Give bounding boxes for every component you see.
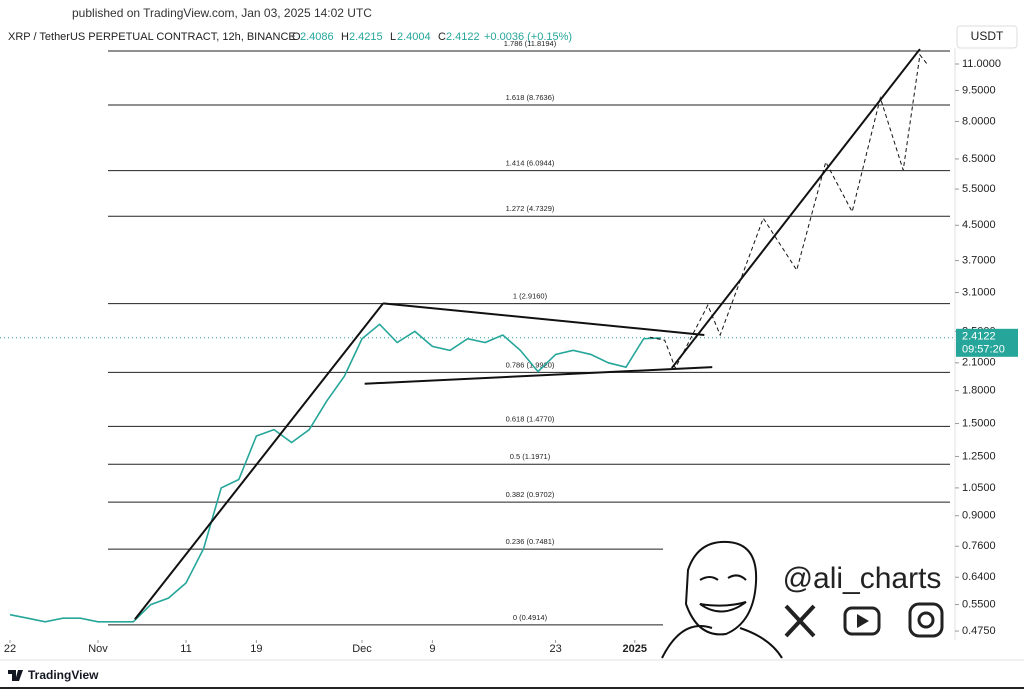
y-tick-label: 0.5500 <box>962 598 996 610</box>
y-tick-label: 1.8000 <box>962 385 996 397</box>
fib-label: 1.618 (8.7636) <box>506 93 555 102</box>
face-outline <box>684 540 758 636</box>
y-tick-label: 11.0000 <box>962 58 1001 70</box>
x-tick-label: 2025 <box>623 643 647 655</box>
y-tick-label: 9.5000 <box>962 84 996 96</box>
y-tick-label: 2.1000 <box>962 357 996 369</box>
y-tick-label: 0.9000 <box>962 510 996 522</box>
face <box>661 540 783 659</box>
x-icon <box>784 604 816 638</box>
y-tick-label: 6.5000 <box>962 153 996 165</box>
face-mouth <box>699 601 747 613</box>
trend-line <box>364 366 713 385</box>
trend-line <box>134 302 384 620</box>
handle: @ali_charts <box>783 562 942 595</box>
last-price: 2.4122 <box>962 331 996 343</box>
fib-label: 0 (0.4914) <box>513 613 548 622</box>
symbol: XRP / TetherUS PERPETUAL CONTRACT, 12h, … <box>8 31 296 43</box>
fib-label: 0.786 (1.9920) <box>506 360 555 369</box>
fib-label: 1.272 (4.7329) <box>506 204 555 213</box>
trend-line <box>670 48 921 369</box>
ohlc-value: 2.4086 <box>300 31 334 43</box>
instagram-lens <box>917 611 935 629</box>
x-tick-label: 9 <box>429 643 435 655</box>
fib-label: 0.382 (0.9702) <box>506 490 555 499</box>
currency: USDT <box>971 29 1004 43</box>
ohlc: O 2.4086 H 2.4215 L 2.4004 C 2.4122 +0.0… <box>292 31 572 43</box>
y-tick-label: 3.7000 <box>962 255 996 267</box>
ohlc-value: 2.4004 <box>397 31 431 43</box>
fib-label: 1.414 (6.0944) <box>506 159 555 168</box>
trend-line <box>383 302 705 337</box>
youtube-icon <box>843 606 881 636</box>
ohlc-label: C <box>438 31 446 43</box>
fib-label: 0.5 (1.1971) <box>510 452 551 461</box>
fib-label: 0.236 (0.7481) <box>506 537 555 546</box>
face-shoulders <box>661 625 783 659</box>
plot: 11.0000 9.5000 8.0000 6.5000 5.5000 4.5000 3.7… <box>0 39 1018 655</box>
fib-label: 1.786 (11.8194) <box>504 39 557 48</box>
face-eyes <box>699 574 747 581</box>
y-tick-label: 1.0500 <box>962 482 996 494</box>
instagram-icon <box>908 602 944 638</box>
fib-label: 1 (2.9160) <box>513 292 548 301</box>
x-tick-label: Nov <box>88 643 108 655</box>
last-price-tag <box>956 328 1018 357</box>
y-tick-label: 4.5000 <box>962 219 996 231</box>
ohlc-label: L <box>390 31 396 43</box>
y-tick-label: 0.6400 <box>962 571 996 583</box>
x-tick-label: 22 <box>4 643 16 655</box>
watermark: @ali_charts <box>661 540 944 659</box>
price-line <box>9 323 662 623</box>
x-tick-label: 19 <box>250 643 262 655</box>
ohlc-value: 2.4215 <box>349 31 383 43</box>
x-tick-label: 11 <box>180 643 191 655</box>
countdown: 09:57:20 <box>962 344 1005 356</box>
y-tick-label: 3.1000 <box>962 286 996 298</box>
ohlc-value: 2.4122 <box>446 31 480 43</box>
y-tick-label: 1.5000 <box>962 417 996 429</box>
x-tick-label: Dec <box>352 643 372 655</box>
brand: TradingView <box>28 668 99 682</box>
y-tick-label: 0.7600 <box>962 540 996 552</box>
projection-line <box>649 53 929 370</box>
x-tick-label: 23 <box>549 643 561 655</box>
youtube-play <box>857 614 869 628</box>
y-tick-label: 8.0000 <box>962 115 996 127</box>
y-tick-label: 1.2500 <box>962 450 996 462</box>
ohlc-label: H <box>341 31 349 43</box>
logo-icon <box>8 670 23 681</box>
fib-label: 0.618 (1.4770) <box>506 414 555 423</box>
y-tick-label: 0.4750 <box>962 625 996 637</box>
y-tick-label: 5.5000 <box>962 183 996 195</box>
ohlc-change: +0.0036 (+0.15%) <box>484 31 572 43</box>
currency-box <box>956 25 1018 49</box>
published-note: published on TradingView.com, Jan 03, 20… <box>72 6 372 20</box>
tv-logo <box>8 670 23 681</box>
ohlc-label: O <box>292 31 301 43</box>
